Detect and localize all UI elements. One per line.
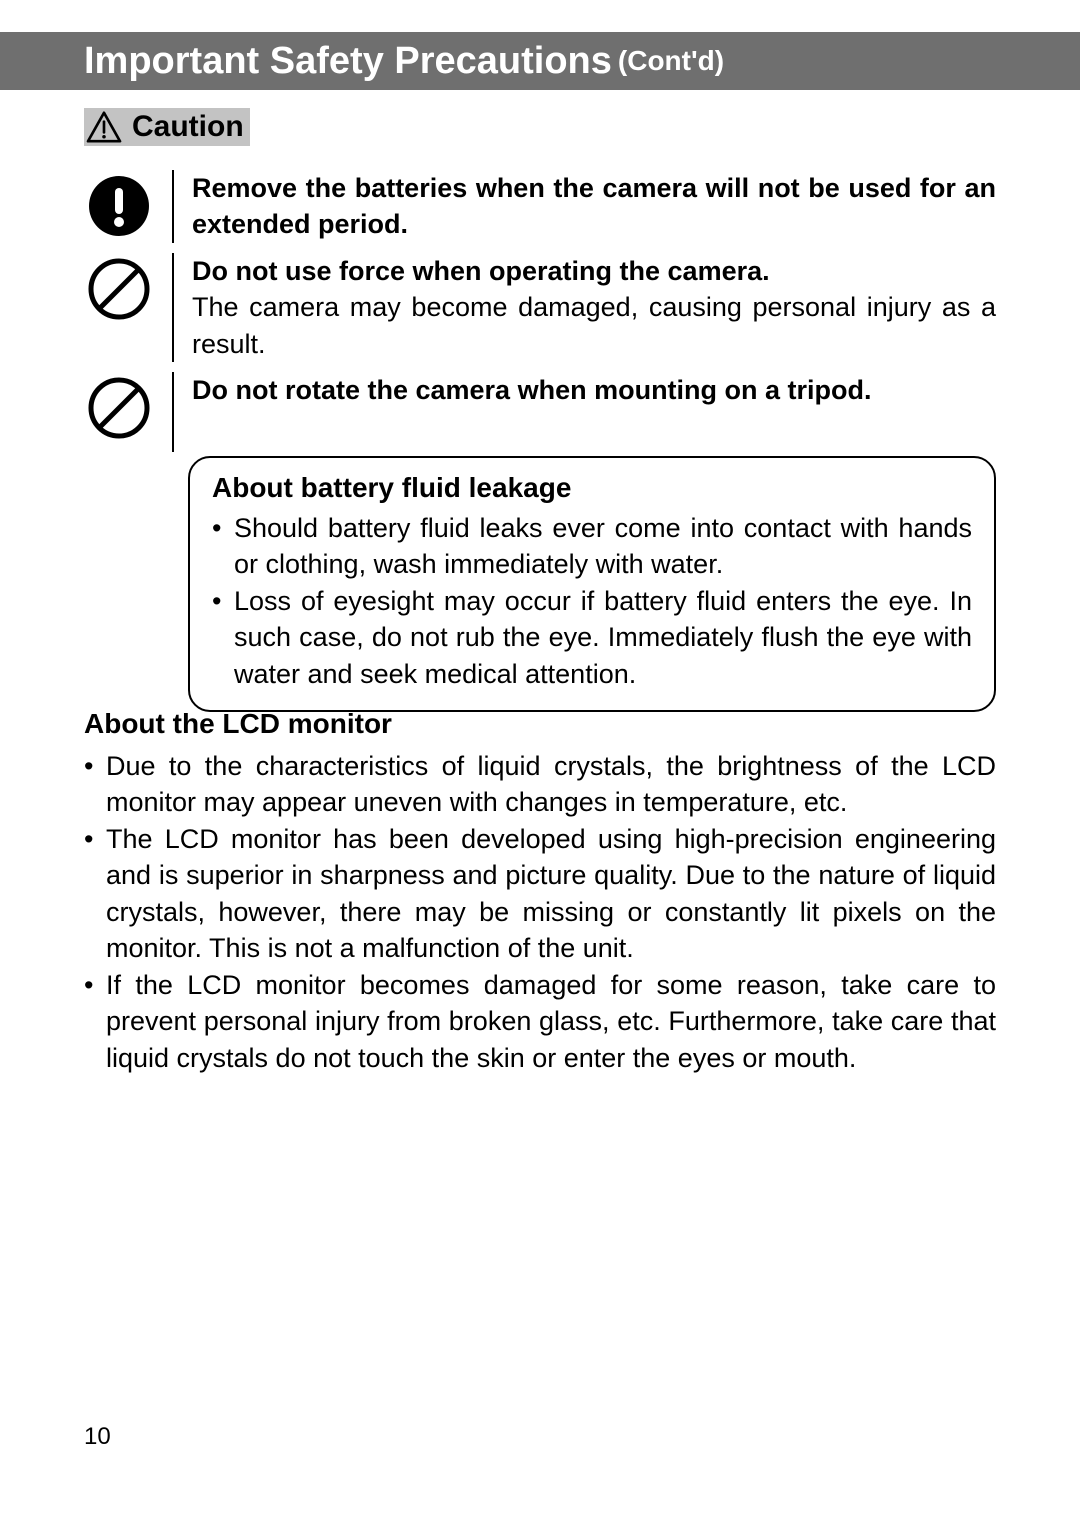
page-number: 10 <box>84 1423 111 1451</box>
lcd-bullets: Due to the characteristics of liquid cry… <box>84 748 996 1076</box>
box-bullets: Should battery fluid leaks ever come int… <box>212 510 972 692</box>
caution-item-text: Do not use force when operating the came… <box>192 253 996 362</box>
caution-label: Caution <box>132 110 244 144</box>
prohibit-icon <box>87 257 151 321</box>
item-bold: Remove the batteries when the camera wil… <box>192 173 996 239</box>
lcd-title: About the LCD monitor <box>84 708 996 740</box>
caution-item-text: Remove the batteries when the camera wil… <box>192 170 996 243</box>
bullet-item: The LCD monitor has been developed using… <box>84 821 996 967</box>
box-title: About battery fluid leakage <box>212 472 972 504</box>
caution-item: Do not rotate the camera when mounting o… <box>84 372 996 452</box>
caution-badge: Caution <box>84 108 250 146</box>
battery-leakage-box: About battery fluid leakage Should batte… <box>188 456 996 712</box>
bullet-item: If the LCD monitor becomes damaged for s… <box>84 967 996 1076</box>
divider <box>172 372 174 452</box>
warning-triangle-icon <box>86 111 122 143</box>
divider <box>172 253 174 362</box>
bullet-item: Should battery fluid leaks ever come int… <box>212 510 972 583</box>
caution-item-text: Do not rotate the camera when mounting o… <box>192 372 996 452</box>
item-body: The camera may become damaged, causing p… <box>192 292 996 358</box>
item-bold: Do not use force when operating the came… <box>192 256 770 286</box>
caution-item: Do not use force when operating the came… <box>84 253 996 362</box>
divider <box>172 170 174 243</box>
lcd-section: About the LCD monitor Due to the charact… <box>84 708 996 1076</box>
caution-item: Remove the batteries when the camera wil… <box>84 170 996 243</box>
header-subtitle: (Cont'd) <box>618 45 724 77</box>
prohibit-icon <box>87 376 151 440</box>
bullet-item: Loss of eyesight may occur if battery fl… <box>212 583 972 692</box>
bullet-item: Due to the characteristics of liquid cry… <box>84 748 996 821</box>
caution-items: Remove the batteries when the camera wil… <box>84 170 996 462</box>
mandatory-icon <box>87 174 151 238</box>
item-bold: Do not rotate the camera when mounting o… <box>192 375 872 405</box>
header-title: Important Safety Precautions <box>84 40 612 83</box>
page: Important Safety Precautions (Cont'd) Ca… <box>0 0 1080 1521</box>
header-bar: Important Safety Precautions (Cont'd) <box>0 32 1080 90</box>
